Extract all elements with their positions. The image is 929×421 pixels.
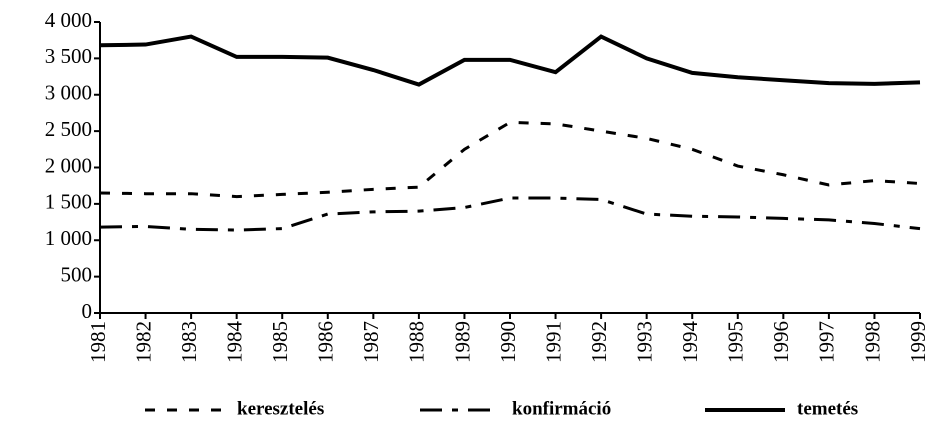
x-tick-label: 1989 <box>450 321 474 363</box>
x-tick-label: 1997 <box>815 321 839 363</box>
x-tick-label: 1999 <box>906 321 929 363</box>
x-tick-label: 1983 <box>177 321 201 363</box>
x-tick-label: 1981 <box>86 321 110 363</box>
series-line <box>99 196 921 232</box>
x-tick-label: 1986 <box>314 321 338 363</box>
series-line <box>99 34 921 87</box>
y-tick-label: 1 500 <box>45 190 92 214</box>
series-line <box>99 120 921 199</box>
x-tick-label: 1998 <box>860 321 884 363</box>
x-tick-label: 1992 <box>587 321 611 363</box>
legend-label: konfirmáció <box>512 398 611 419</box>
x-tick-label: 1994 <box>678 321 702 364</box>
x-tick-label: 1985 <box>268 321 292 363</box>
y-tick-label: 2 500 <box>45 117 92 141</box>
x-tick-label: 1991 <box>541 321 565 363</box>
x-tick-label: 1982 <box>131 321 155 363</box>
y-tick-label: 3 500 <box>45 44 92 68</box>
x-tick-label: 1987 <box>359 321 383 363</box>
x-tick-label: 1990 <box>496 321 520 363</box>
x-tick-label: 1995 <box>724 321 748 363</box>
legend-label: temetés <box>797 398 858 419</box>
y-tick-label: 0 <box>82 299 93 323</box>
x-tick-label: 1988 <box>405 321 429 363</box>
legend-label: keresztelés <box>237 398 324 419</box>
x-tick-label: 1996 <box>769 321 793 363</box>
y-tick-label: 4 000 <box>45 8 92 32</box>
y-tick-label: 2 000 <box>45 153 92 177</box>
x-tick-label: 1993 <box>632 321 656 363</box>
y-tick-label: 1 000 <box>45 226 92 250</box>
y-tick-label: 3 000 <box>45 81 92 105</box>
x-tick-label: 1984 <box>222 321 246 364</box>
y-tick-label: 500 <box>61 262 93 286</box>
